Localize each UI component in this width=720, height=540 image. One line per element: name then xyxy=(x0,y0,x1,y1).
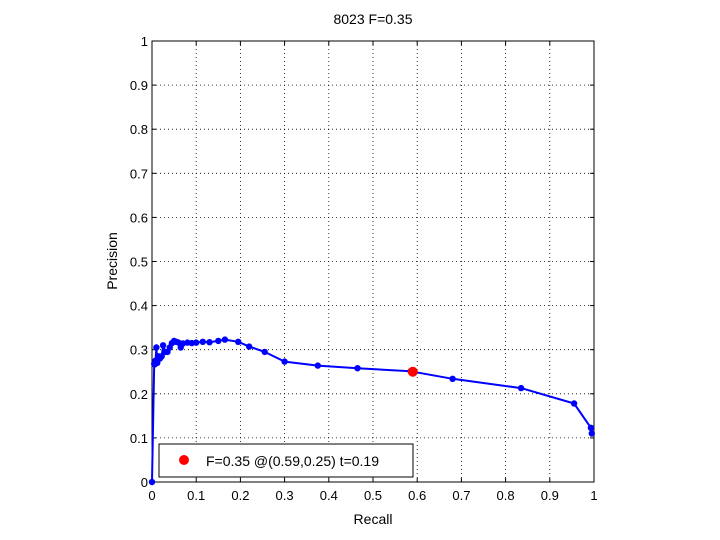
data-point xyxy=(587,424,595,431)
y-tick-label: 0.5 xyxy=(130,255,148,270)
data-point xyxy=(517,384,525,392)
x-tick-label: 0.8 xyxy=(497,488,515,503)
x-tick-label: 0.2 xyxy=(231,488,249,503)
y-tick-label: 0.9 xyxy=(130,78,148,93)
data-point xyxy=(215,337,222,345)
data-point xyxy=(193,339,200,346)
x-tick-label: 0.3 xyxy=(276,488,294,503)
ticks: 0 0.1 0.2 0.3 0.4 0.5 0.6 0.7 0.8 0.9 1 0 0.1 0.2 0.3 0… xyxy=(130,34,598,503)
x-tick-label: 0.5 xyxy=(364,488,382,503)
data-point xyxy=(246,343,253,350)
y-tick-label: 1 xyxy=(141,34,148,49)
x-axis-title: Recall xyxy=(354,511,393,527)
y-tick-label: 0.4 xyxy=(130,299,148,314)
data-point xyxy=(261,348,268,356)
x-tick-label: 0 xyxy=(148,488,155,503)
data-point xyxy=(235,338,242,345)
y-tick-label: 0 xyxy=(141,475,148,490)
data-point xyxy=(159,342,167,349)
best-f-point-red-dot xyxy=(407,366,418,377)
y-axis-title: Precision xyxy=(104,232,120,290)
data-point xyxy=(148,478,156,486)
x-tick-label: 0.9 xyxy=(541,488,559,503)
data-point xyxy=(221,336,229,343)
data-point xyxy=(281,358,288,365)
x-tick-label: 0.6 xyxy=(408,488,426,503)
plot-area: 0 0.1 0.2 0.3 0.4 0.5 0.6 0.7 0.8 0.9 1 0 0.1 0.2 0.3 0… xyxy=(130,34,598,503)
legend-box xyxy=(158,443,414,478)
y-tick-label: 0.7 xyxy=(130,166,148,181)
legend-entry-text: F=0.35 @(0.59,0.25) t=0.19 xyxy=(206,453,379,469)
data-point xyxy=(588,430,595,437)
data-point xyxy=(570,400,578,407)
series-layer xyxy=(148,336,595,486)
x-tick-label: 1 xyxy=(590,488,597,503)
data-point xyxy=(153,344,160,351)
x-tick-label: 0.4 xyxy=(320,488,338,503)
y-tick-label: 0.1 xyxy=(130,431,148,446)
data-point xyxy=(206,339,213,346)
x-tick-label: 0.1 xyxy=(187,488,205,503)
x-tick-label: 0.7 xyxy=(452,488,470,503)
chart-title: 8023 F=0.35 xyxy=(333,11,412,27)
data-point xyxy=(158,353,165,360)
data-point xyxy=(314,362,321,369)
legend-marker-red-dot xyxy=(179,455,189,465)
data-point xyxy=(449,375,456,382)
data-point xyxy=(354,365,361,372)
grid xyxy=(152,41,594,482)
y-tick-label: 0.8 xyxy=(130,122,148,137)
y-tick-label: 0.3 xyxy=(130,343,148,358)
legend: F=0.35 @(0.59,0.25) t=0.19 xyxy=(158,443,414,478)
y-tick-label: 0.6 xyxy=(130,210,148,225)
y-tick-label: 0.2 xyxy=(130,387,148,402)
data-point xyxy=(199,338,206,345)
